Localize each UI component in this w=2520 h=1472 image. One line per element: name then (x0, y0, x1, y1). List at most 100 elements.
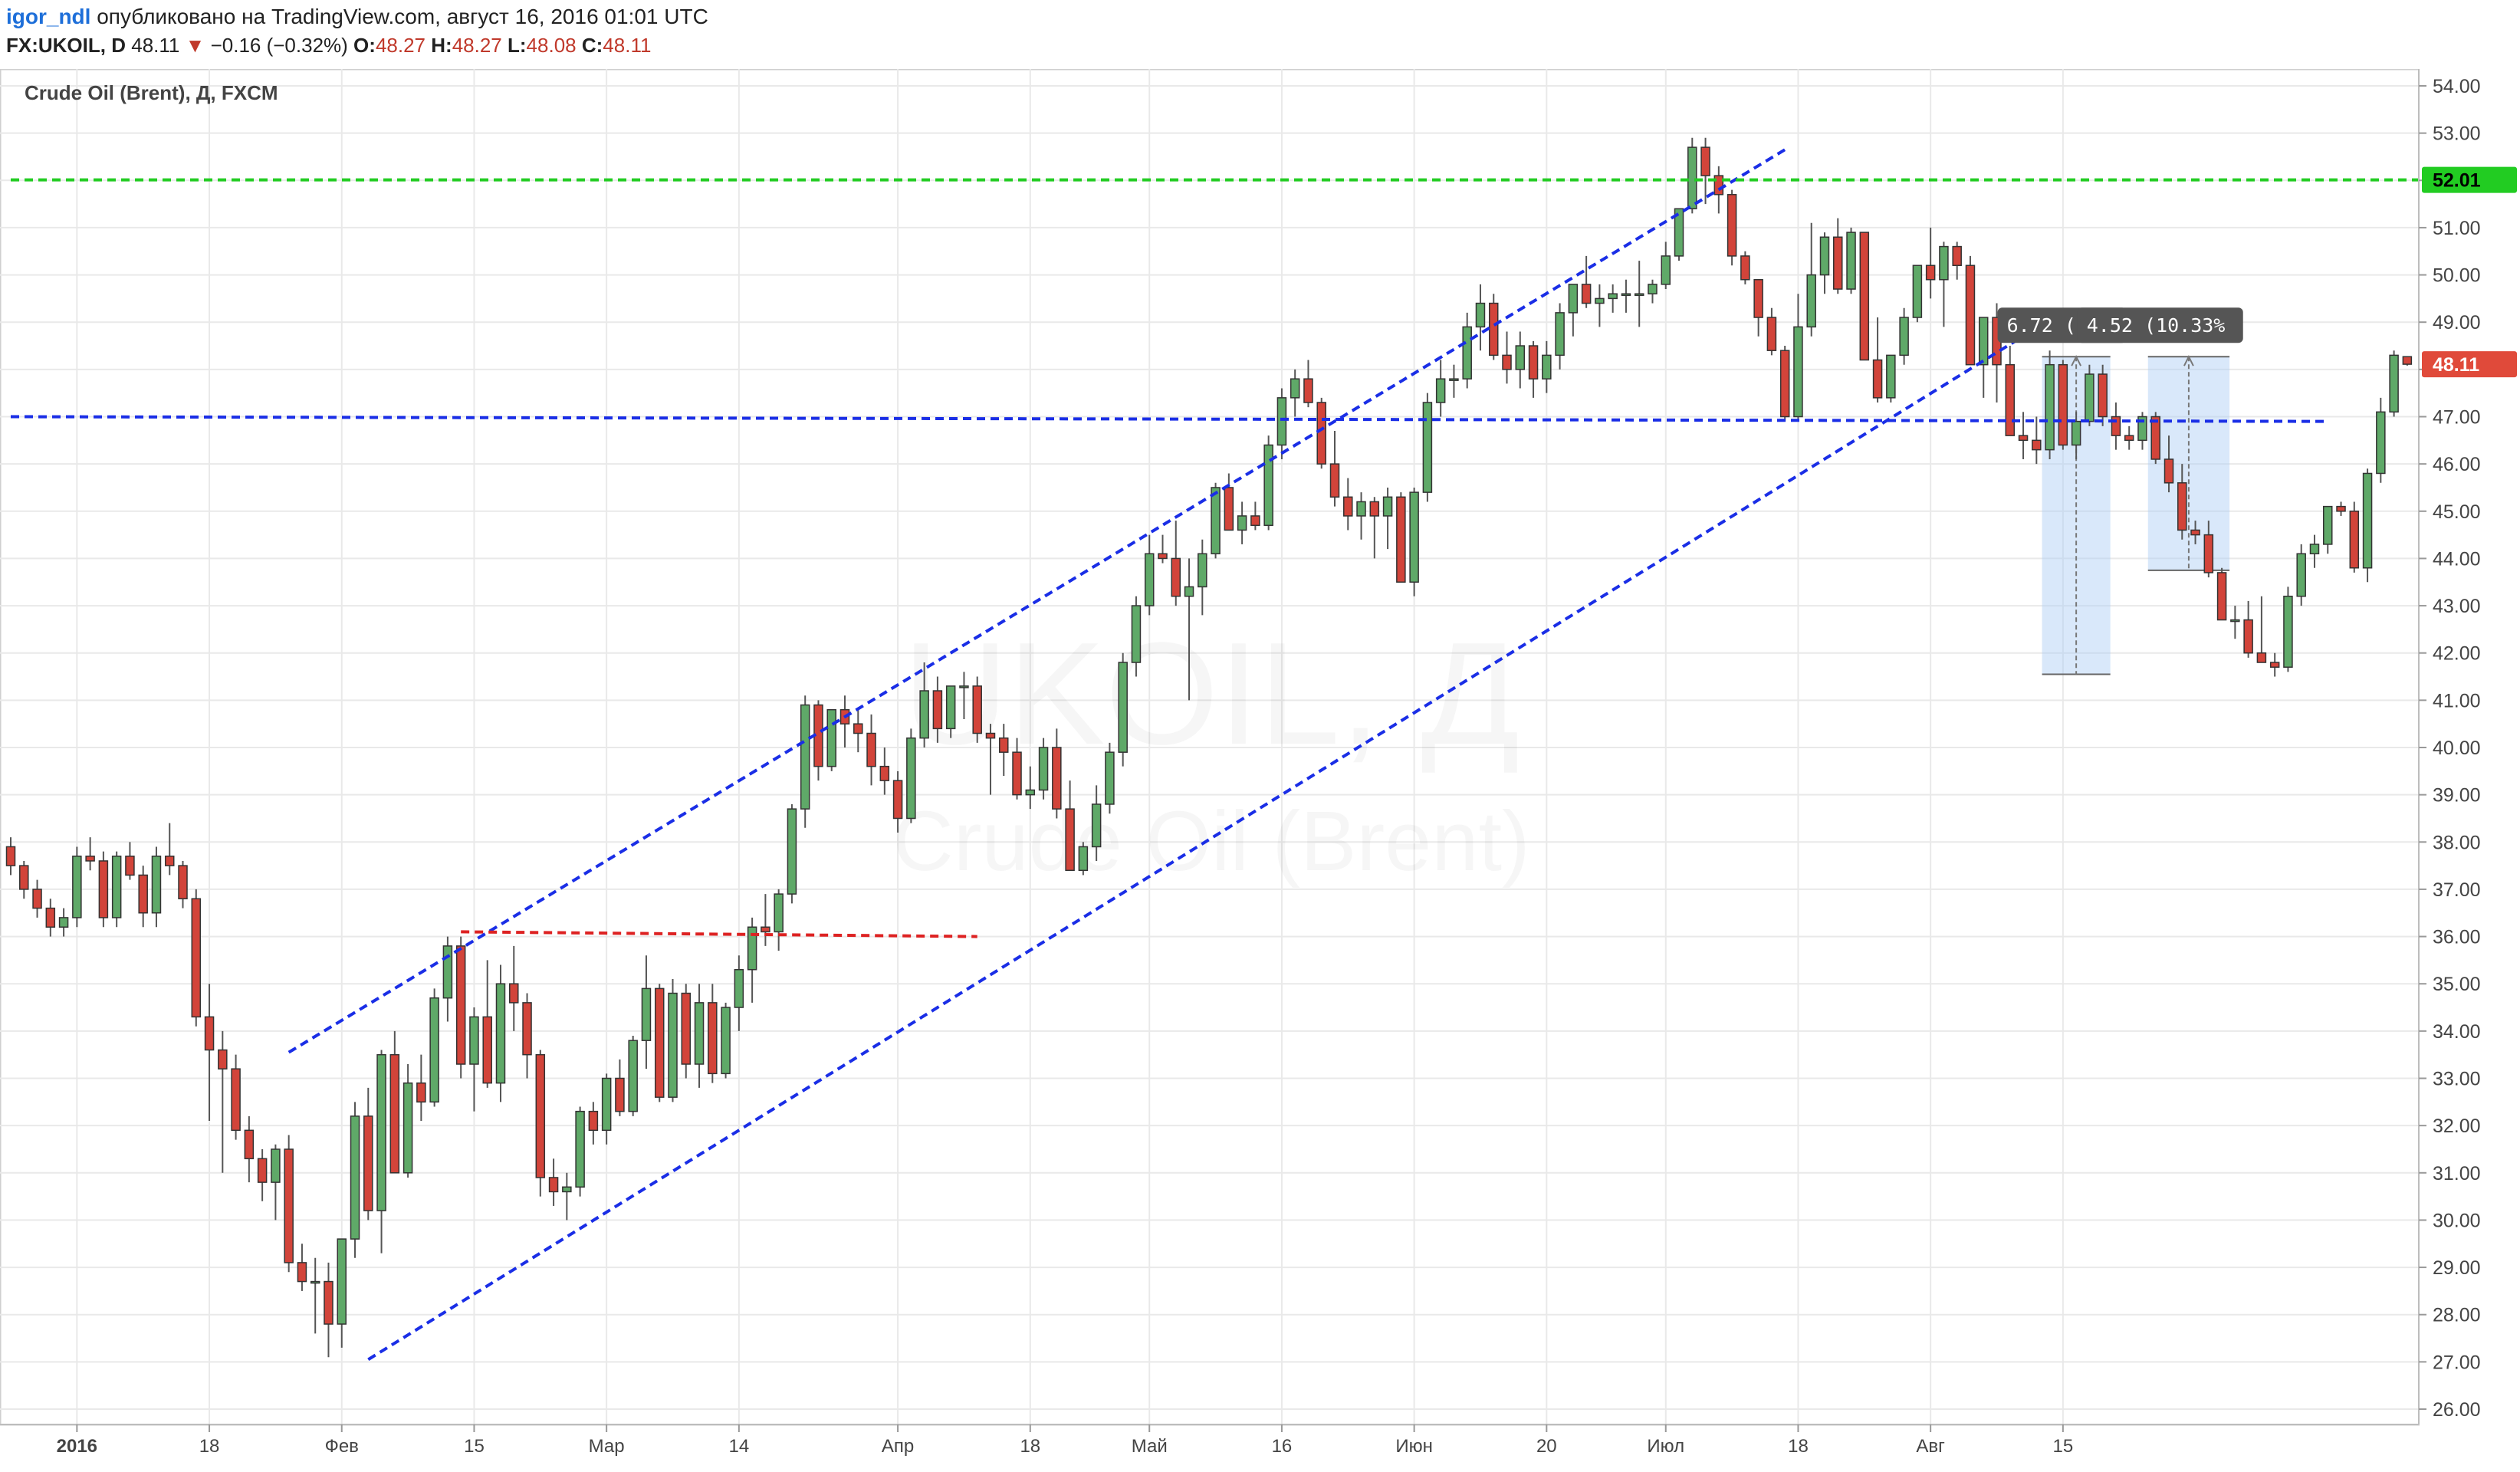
candle (1608, 284, 1618, 313)
candle (469, 1007, 479, 1112)
price-tick-label: 38.00 (2433, 832, 2481, 853)
candle-body-up (2137, 416, 2147, 442)
candle (1648, 279, 1658, 304)
candle (5, 837, 16, 876)
high-value: 48.27 (452, 34, 502, 57)
candle (363, 1087, 373, 1221)
candle-body-up (562, 1186, 572, 1193)
candle (416, 1054, 426, 1121)
candle-body-down (2005, 363, 2016, 436)
price-marker-bg (2422, 351, 2517, 378)
candle-body-up (1886, 354, 1896, 399)
candle-body-down (1740, 255, 1750, 281)
candle-body-down (1343, 496, 1353, 517)
candle (1727, 189, 1737, 266)
candle-body-up (1899, 317, 1909, 356)
candle (972, 676, 982, 743)
candle (826, 708, 836, 771)
candle-body-down (866, 732, 876, 767)
candle (151, 846, 162, 928)
chart-axes: 26.00 27.00 28.00 29.00 30.00 31.00 32.00 33.00… (0, 69, 2520, 1472)
candle (853, 709, 863, 753)
price-tick-label: 42.00 (2433, 643, 2481, 665)
candle (959, 672, 969, 720)
price-chart[interactable]: UKOIL, Д Crude Oil (Brent) 6.72 (16.4.52 … (0, 69, 2520, 1472)
price-tick-label: 36.00 (2433, 927, 2481, 948)
candle (1528, 340, 1539, 398)
candle (1382, 487, 1393, 550)
candle-body-up (1237, 515, 1247, 531)
candle (628, 1036, 638, 1116)
candle-body-down (2177, 482, 2187, 531)
candle-body-down (2018, 435, 2029, 442)
candle (2243, 600, 2253, 658)
candle (1012, 738, 1022, 800)
candle (178, 860, 188, 909)
candle (2164, 435, 2174, 493)
candle-body-down (1488, 302, 1499, 356)
low-value: 48.08 (526, 34, 577, 57)
candle (2177, 464, 2187, 540)
candle-body-down (853, 723, 863, 734)
author-link[interactable]: igor_ndl (6, 5, 91, 28)
candle (1396, 492, 1406, 583)
candle-body-up (1276, 397, 1287, 446)
candle (2283, 586, 2293, 672)
candle-body-down (1859, 232, 1870, 361)
candle (191, 889, 202, 1027)
candle (1581, 255, 1592, 308)
candle-body-up (575, 1110, 585, 1188)
candle-body-up (402, 1082, 413, 1174)
price-tick-label: 39.00 (2433, 785, 2481, 807)
candle-body-up (1687, 146, 1697, 210)
candle (906, 728, 916, 823)
candle-body-up (1449, 378, 1459, 381)
candle-body-up (641, 987, 652, 1041)
candle-body-down (1713, 175, 1724, 196)
candle (389, 1030, 400, 1174)
symbol-name[interactable]: FX:UKOIL, D (6, 34, 126, 57)
candle-body-down (892, 780, 903, 820)
last-price: 48.11 (131, 34, 180, 57)
candle (1475, 284, 1486, 351)
candle (310, 1257, 320, 1334)
candle-body-down (324, 1280, 333, 1325)
candle (442, 936, 453, 1022)
candle (98, 851, 109, 928)
candle (1025, 766, 1036, 810)
candle-body-down (708, 1002, 718, 1075)
candle-body-down (1369, 501, 1380, 517)
candle (1250, 501, 1260, 531)
candle-body-down (509, 983, 519, 1004)
candle (2336, 501, 2346, 516)
price-tick-label: 51.00 (2433, 218, 2481, 239)
candle (1329, 430, 1340, 507)
candle (1978, 317, 1989, 398)
candle-body-down (5, 846, 16, 866)
candle (1369, 497, 1380, 559)
candle-body-down (1779, 350, 1790, 418)
candle-body-up (469, 1016, 479, 1065)
candle-body-down (416, 1082, 426, 1103)
candle (1846, 227, 1856, 294)
candle-body-down (98, 860, 109, 918)
candle (1488, 294, 1499, 360)
candle (1674, 208, 1684, 261)
candle-body-down (1965, 264, 1976, 366)
candle (892, 770, 903, 833)
candle (2137, 412, 2147, 450)
candle-body-up (628, 1040, 638, 1112)
candle-body-down (1766, 317, 1777, 351)
candle-body-down (1329, 463, 1340, 498)
candle (1833, 218, 1843, 294)
candle-body-up (747, 926, 757, 971)
candle (985, 724, 996, 795)
candle-body-up (945, 685, 956, 730)
candle-body-down (1065, 808, 1075, 872)
candle (1965, 255, 1976, 366)
candle (1502, 331, 1512, 384)
time-tick-label: 18 (1020, 1436, 1040, 1457)
time-tick-label: Авг (1916, 1436, 1945, 1457)
candle-body-down (1052, 747, 1062, 810)
trendlines[interactable] (10, 148, 2419, 1361)
